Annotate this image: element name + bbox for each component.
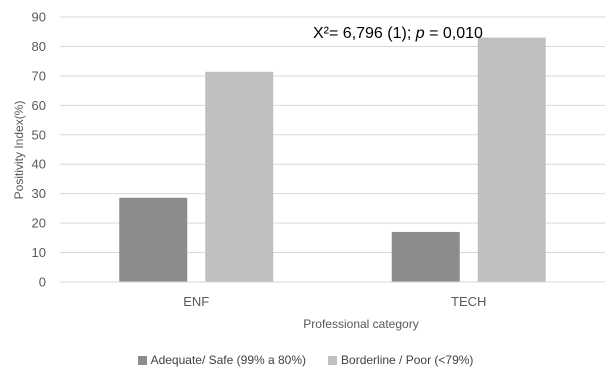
bar-chart: 0 10 20 30 40 50 60 70 80 90 ENF TECH Positivity I…	[12, 10, 605, 331]
x-tick-label-tech: TECH	[451, 294, 486, 309]
y-tick-label: 70	[32, 68, 46, 83]
y-tick-label: 0	[39, 275, 46, 290]
legend-item-borderline: Borderline / Poor (<79%)	[328, 353, 473, 367]
x-axis-title: Professional category	[303, 317, 418, 331]
y-tick-label: 20	[32, 216, 46, 231]
y-tick-labels: 0 10 20 30 40 50 60 70 80 90	[32, 10, 46, 290]
bar-enf-series-0	[119, 197, 188, 282]
x-tick-labels: ENF TECH	[183, 294, 486, 309]
x-tick-label-enf: ENF	[183, 294, 209, 309]
y-tick-label: 10	[32, 245, 46, 260]
y-tick-label: 50	[32, 127, 46, 142]
y-tick-label: 80	[32, 39, 46, 54]
legend-label-adequate: Adequate/ Safe (99% a 80%)	[150, 353, 307, 367]
legend-item-adequate: Adequate/ Safe (99% a 80%)	[137, 353, 307, 367]
legend-swatch-borderline	[328, 355, 338, 365]
legend-swatch-adequate	[137, 355, 147, 365]
legend: Adequate/ Safe (99% a 80%) Borderline / …	[0, 353, 611, 367]
bars	[119, 37, 546, 283]
legend-label-borderline: Borderline / Poor (<79%)	[341, 353, 474, 367]
y-axis-title: Positivity Index(%)	[12, 101, 26, 200]
bar-tech-series-0	[391, 231, 460, 282]
chi-square-annotation: X²= 6,796 (1); p = 0,010	[313, 25, 483, 42]
bar-tech-series-1	[477, 37, 546, 282]
y-tick-label: 40	[32, 157, 46, 172]
y-tick-label: 90	[32, 10, 46, 25]
y-tick-label: 30	[32, 186, 46, 201]
y-tick-label: 60	[32, 98, 46, 113]
bar-enf-series-1	[205, 71, 274, 283]
